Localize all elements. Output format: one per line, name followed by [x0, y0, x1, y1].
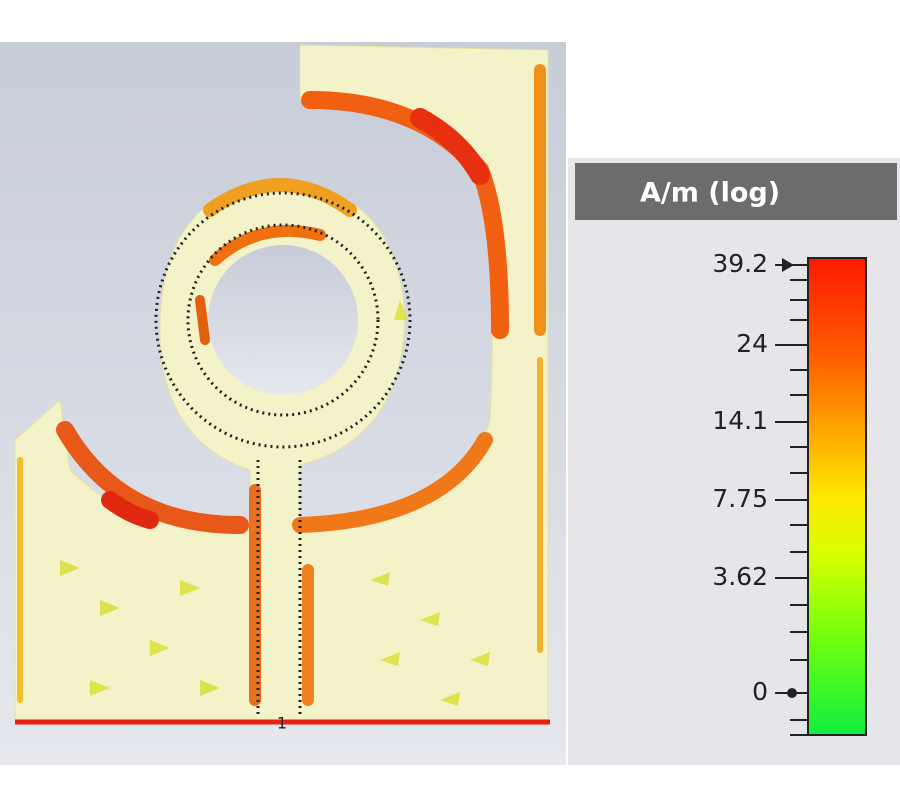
tick-label: 39.2 [712, 249, 768, 278]
legend-header [575, 163, 897, 220]
tick-label: 14.1 [712, 406, 768, 435]
max-marker [782, 258, 794, 272]
tick-label: 0 [752, 677, 768, 706]
ring-hole [208, 245, 358, 395]
outline [154, 191, 412, 718]
tick-label: 7.75 [712, 484, 768, 513]
port-label: 1 [277, 714, 287, 733]
minor-ticks [790, 279, 808, 736]
legend-title: A/m (log) [640, 178, 780, 209]
color-bar [807, 257, 867, 736]
tick-label: 3.62 [712, 562, 768, 591]
min-marker [787, 688, 797, 698]
tick-label: 24 [736, 329, 768, 358]
current-arrows [17, 64, 546, 706]
small-arrows [60, 300, 490, 706]
legend-ticks: 39.2 24 14.1 7.75 3.62 0 [712, 249, 768, 706]
